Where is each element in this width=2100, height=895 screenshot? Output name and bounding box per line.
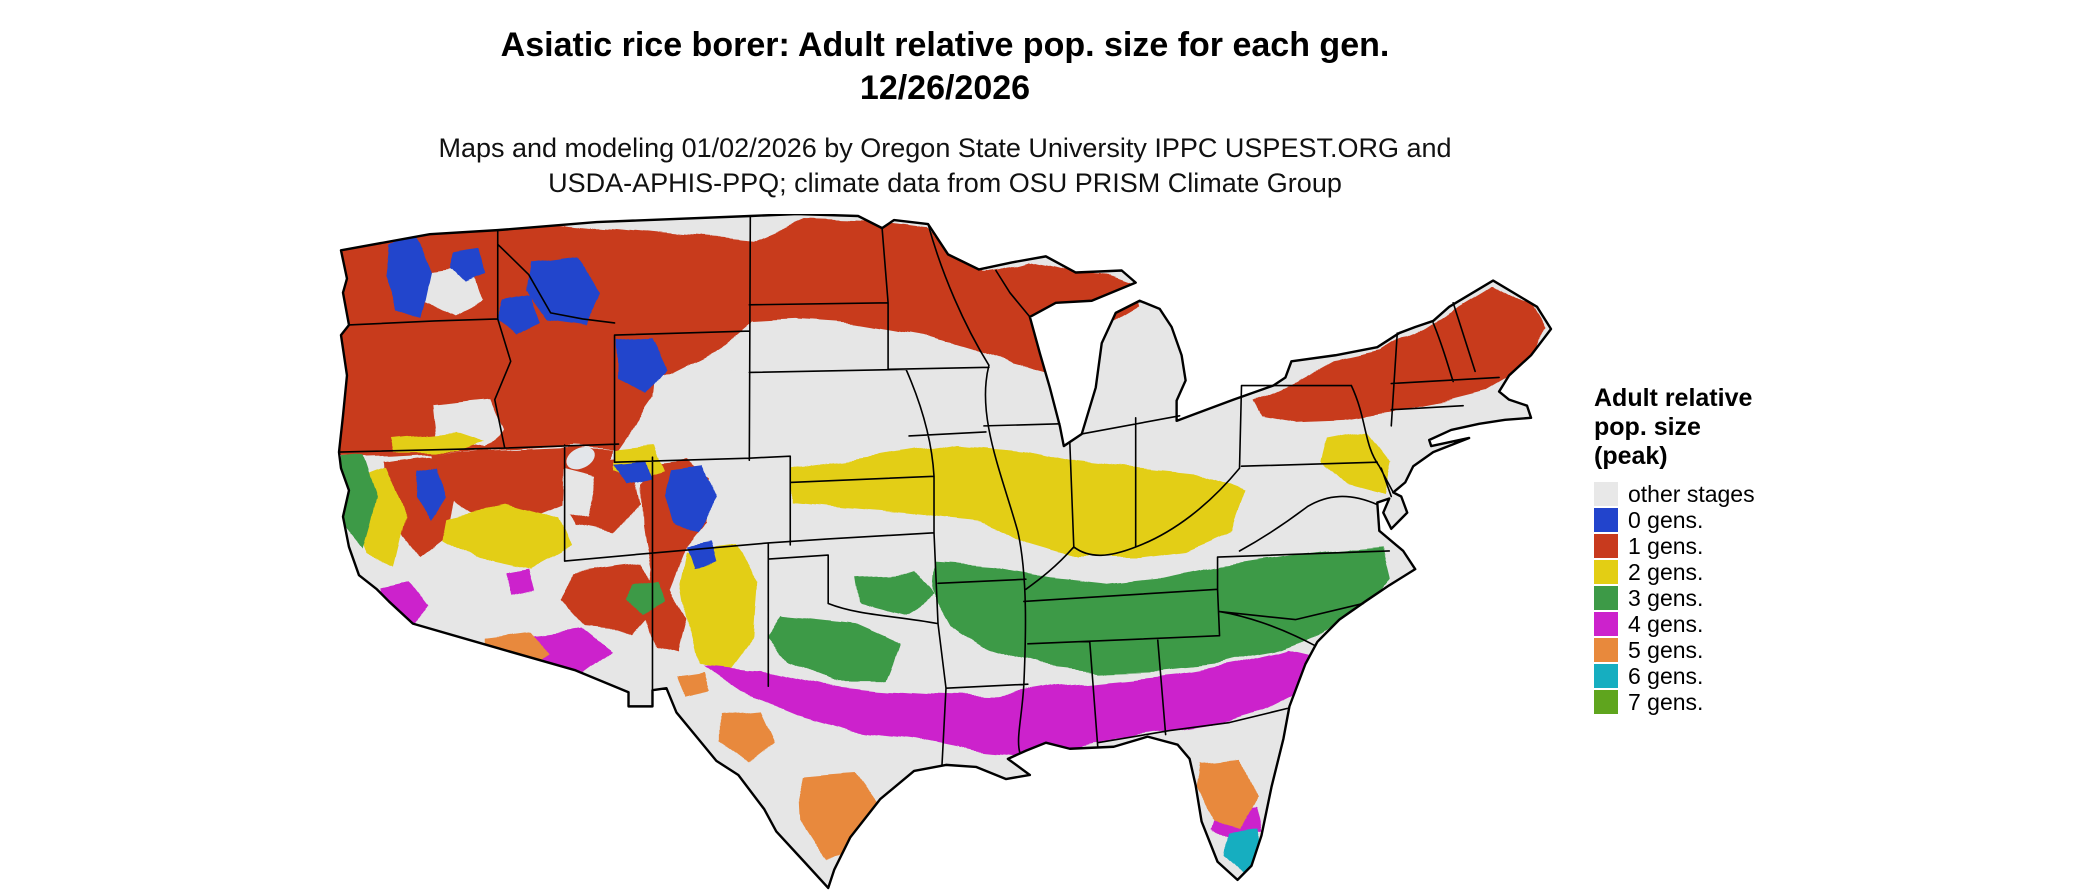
legend-item-label: 6 gens. [1628,662,1704,689]
legend-items: other stages 0 gens. 1 gens. 2 gens. 3 gens.… [1594,480,1854,715]
legend-item: 3 gens. [1594,584,1854,611]
legend-item-label: 1 gens. [1628,532,1704,559]
legend-swatch [1594,586,1618,611]
great-salt-lake [566,447,595,470]
region-1-gens [338,220,1548,652]
legend-item-label: 7 gens. [1628,688,1704,715]
legend-item-label: 0 gens. [1628,506,1704,533]
legend-title-line2: pop. size [1594,412,1701,441]
page-title: Asiatic rice borer: Adult relative pop. … [500,26,1390,64]
legend-item: 7 gens. [1594,688,1854,715]
header: Asiatic rice borer: Adult relative pop. … [0,0,1890,201]
legend-item: 2 gens. [1594,558,1854,585]
legend-item-label: 3 gens. [1628,584,1704,611]
legend: Adult relative pop. size (peak) other st… [1594,384,1854,716]
legend-item: 6 gens. [1594,662,1854,689]
legend-item-label: 5 gens. [1628,636,1704,663]
page-title-date: 12/26/2026 [859,68,1031,107]
legend-swatch [1594,560,1618,585]
us-generation-map [335,212,1553,890]
legend-item-label: 2 gens. [1628,558,1704,585]
legend-item: other stages [1594,480,1854,507]
legend-swatch [1594,482,1618,507]
legend-item: 1 gens. [1594,532,1854,559]
legend-item: 0 gens. [1594,506,1854,533]
legend-swatch [1594,534,1618,559]
legend-title-line3: (peak) [1594,441,1668,470]
page-subtitle-line1: Maps and modeling 01/02/2026 by Oregon S… [438,133,1452,163]
legend-swatch [1594,690,1618,715]
region-2-gens [356,429,1392,671]
region-other-stages-patches [426,266,745,521]
legend-swatch [1594,508,1618,533]
legend-swatch [1594,664,1618,689]
state-borders [338,215,1500,766]
legend-title: Adult relative pop. size (peak) [1594,384,1854,470]
us-map-svg [337,212,1553,890]
region-4-gens [378,569,1320,842]
legend-title-line1: Adult relative [1594,384,1753,412]
legend-item-label: 4 gens. [1628,610,1704,637]
legend-item: 4 gens. [1594,610,1854,637]
legend-swatch [1594,638,1618,663]
legend-item-label: other stages [1628,480,1755,507]
legend-item: 5 gens. [1594,636,1854,663]
legend-swatch [1594,612,1618,637]
state-border-lines [338,215,1500,766]
us-outline [337,212,1553,890]
page-subtitle-line2: USDA-APHIS-PPQ; climate data from OSU PR… [548,168,1342,199]
region-3-gens [338,456,1390,681]
region-0-gens [384,236,719,570]
